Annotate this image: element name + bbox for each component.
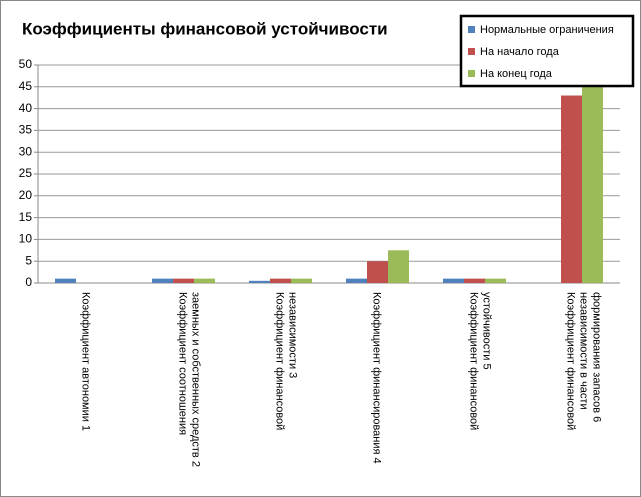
legend-label: На конец года — [480, 68, 553, 80]
bar — [194, 278, 215, 283]
x-tick-label: Коэффициент финансовой независимости 3 — [273, 292, 299, 431]
legend-swatch — [468, 70, 475, 77]
bar — [582, 86, 603, 283]
x-tick-label: Коэффициент соотношения заемных и собств… — [176, 292, 202, 467]
y-tick-label: 25 — [19, 166, 33, 180]
x-tick-label: Коэффициент автономии 1 — [79, 292, 92, 432]
x-tick-label: Коэффициент финансирования 4 — [370, 292, 383, 464]
x-tick-label: Коэффициент финансовой устойчивости 5 — [467, 292, 493, 431]
bar — [443, 278, 464, 283]
legend-swatch — [468, 48, 475, 55]
legend-box — [459, 14, 635, 88]
y-tick-label: 5 — [25, 253, 32, 267]
y-tick-label: 10 — [19, 232, 33, 246]
bar — [464, 278, 485, 283]
bar — [152, 278, 173, 283]
y-tick-label: 15 — [19, 210, 33, 224]
bar — [249, 280, 270, 283]
bar — [561, 95, 582, 284]
y-tick-label: 0 — [25, 275, 32, 289]
y-tick-label: 30 — [19, 144, 33, 158]
legend-label: Нормальные ограничения — [480, 24, 614, 36]
bar — [346, 278, 367, 283]
y-tick-label: 35 — [19, 123, 33, 137]
legend-swatch — [468, 26, 475, 33]
y-tick-label: 45 — [19, 79, 33, 93]
legend-label: На начало года — [480, 46, 560, 58]
y-tick-label: 40 — [19, 101, 33, 115]
bar — [485, 278, 506, 283]
bar — [367, 261, 388, 283]
bar — [388, 250, 409, 283]
bar — [270, 278, 291, 283]
bar — [55, 278, 76, 283]
bar — [291, 278, 312, 283]
y-tick-label: 20 — [19, 188, 33, 202]
bar — [173, 278, 194, 283]
x-tick-label: Коэффициент финансовой независимости в ч… — [564, 292, 603, 431]
chart-title: Коэффициенты финансовой устойчивости — [22, 19, 388, 38]
y-tick-label: 50 — [19, 57, 33, 71]
